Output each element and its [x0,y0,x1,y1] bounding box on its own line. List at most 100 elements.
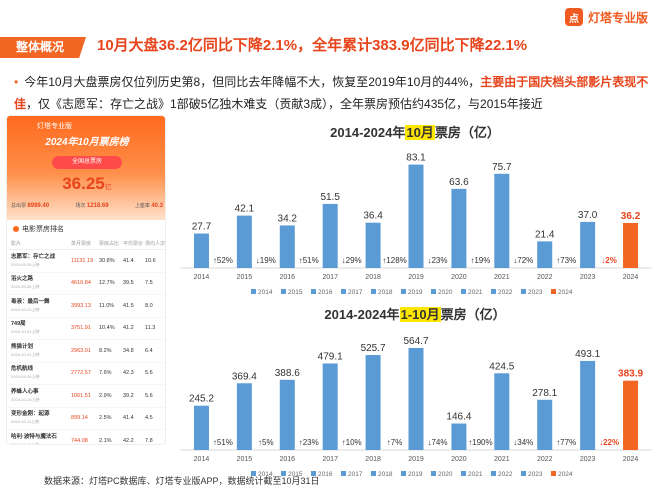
rank-price: 34.8 [123,347,134,354]
legend-swatch-2019 [401,289,406,294]
rank-share: 10.4% [99,325,115,332]
bullet-highlight: 主要由于国庆档头部影片表现不佳 [14,75,649,111]
brand-logo: 点 灯塔专业版 [564,8,648,26]
rank-price: 39.5 [123,280,134,287]
change-label: ↑10% [342,438,362,447]
chart1-title: 2014-2024年10月票房（亿） [330,125,500,140]
legend-item-2018: 2018 [378,289,393,296]
rank-box-office: 3993.13 [71,302,91,309]
bar-2024 [623,380,639,450]
rank-share: 8.2% [99,347,112,354]
data-label-2021: 424.5 [489,361,514,372]
change-label: ↑52% [213,256,233,265]
legend-item-2020: 2020 [438,289,453,296]
legend-swatch-2017 [341,289,346,294]
chart2-title: 2014-2024年1-10月票房（亿） [324,307,506,322]
rank-box-office: 3751.91 [71,325,91,332]
rank-price: 41.5 [123,302,134,309]
tick-label-2024: 2024 [623,274,639,281]
bullet-dot: • [14,75,19,89]
bar-2023 [580,221,596,268]
rank-row[interactable]: 志愿军：存亡之战 2024-09-30上映 11131.19 30.8% 41.4 10.… [7,250,165,273]
rank-row[interactable]: 浴火之路 2024-09-30上映 4610.84 12.7% 39.5 7.5 [7,273,165,295]
legend-item-2024: 2024 [558,289,573,296]
bullet-text-1: 今年10月大盘票房仅位列历史第8，但同比去年降幅不大，恢复至2019年10月的4… [24,75,481,89]
change-label: ↑73% [556,256,576,265]
data-label-2019: 564.7 [403,336,428,347]
tick-label-2019: 2019 [408,456,424,463]
data-label-2017: 51.5 [320,192,340,203]
rank-price: 41.4 [123,415,134,422]
tick-label-2017: 2017 [322,456,338,463]
change-label: ↑5% [258,438,274,447]
legend-item-2015: 2015 [288,289,303,296]
rank-price: 41.2 [123,325,134,332]
rank-people: 6.4 [145,347,153,354]
logo-badge: 点 [564,8,583,26]
data-label-2016: 34.2 [278,213,298,224]
data-label-2015: 42.1 [235,204,255,215]
data-label-2018: 36.4 [363,211,383,222]
tick-label-2017: 2017 [322,274,338,281]
legend-swatch-2023 [521,471,526,476]
data-label-2022: 21.4 [535,229,555,240]
summary-bullet: • 今年10月大盘票房仅位列历史第8，但同比去年降幅不大，恢复至2019年10月的… [14,71,654,115]
legend-swatch-2015 [281,289,286,294]
chart-oct-box-office: 27.7 2014 42.1 2015 34.2 2016 51.5 2017 36.4 2018… [180,153,652,296]
bar-2014 [193,233,209,268]
legend-item-2014: 2014 [258,471,273,478]
data-label-2020: 146.4 [446,412,471,423]
tick-label-2019: 2019 [408,274,424,281]
rank-row[interactable]: 危机航线 2024-09-30上映 2772.57 7.6% 42.3 5.6 [7,363,165,385]
rank-row[interactable]: 749局 2024-10-01上映 3751.91 10.4% 41.2 11.3 [7,318,165,340]
rank-box-office: 899.14 [71,415,88,422]
rank-box-office: 1061.51 [71,392,91,399]
tick-label-2023: 2023 [580,456,596,463]
change-label: ↓2% [601,256,617,265]
change-label: ↓74% [427,438,447,447]
tick-label-2020: 2020 [451,274,467,281]
rank-row[interactable]: 养蜂人心事 2024-10-26上映 1061.51 2.9% 39.2 5.6 [7,385,165,408]
logo-text: 灯塔专业版 [587,10,648,25]
rank-row[interactable]: 熊猫计划 2024-10-01上映 2963.01 8.2% 34.8 6.4 [7,340,165,363]
legend-item-2019: 2019 [408,471,423,478]
rank-film-name: 熊猫计划 2024-10-01上映 [11,343,40,357]
legend-item-2020: 2020 [438,471,453,478]
rank-box-office: 4610.84 [71,280,91,287]
headline: 10月大盘36.2亿同比下降2.1%，全年累计383.9亿同比下降22.1% [97,37,528,54]
legend-item-2022: 2022 [498,471,513,478]
data-label-2020: 63.6 [449,177,469,188]
legend-swatch-2018 [371,289,376,294]
legend-swatch-2018 [371,471,376,476]
rank-row[interactable]: 毒液：最后一舞 2024-10-23上映 3993.13 11.0% 41.5 8.0 [7,295,165,318]
rank-row[interactable]: 变形金刚：起源 2024-10-11上映 899.14 2.5% 41.4 4.5 [7,408,165,430]
tick-label-2016: 2016 [279,274,295,281]
legend-swatch-2022 [491,289,496,294]
rank-box-office: 2772.57 [71,370,91,377]
legend-item-2014: 2014 [258,289,273,296]
rank-heading: 电影票房排名 [7,220,165,238]
legend-item-2015: 2015 [288,471,303,478]
tick-label-2015: 2015 [237,456,253,463]
rank-list: 志愿军：存亡之战 2024-09-30上映 11131.19 30.8% 41.4 10.… [7,250,165,444]
change-label: ↑23% [299,438,319,447]
legend-item-2019: 2019 [408,289,423,296]
change-label: ↑128% [382,256,406,265]
legend-item-2023: 2023 [528,289,543,296]
rank-people: 5.6 [145,370,153,377]
rank-people: 8.0 [145,302,153,309]
bar-2024 [623,222,639,268]
bullet-text-2: ，仅《志愿军：存亡之战》1部破5亿独木难支（贡献3成），全年票房预估约435亿，… [26,97,543,111]
data-label-2022: 278.1 [532,388,557,399]
data-label-2016: 388.6 [275,368,300,379]
data-label-2014: 245.2 [189,394,214,405]
change-label: ↑7% [387,438,403,447]
legend-swatch-2020 [431,289,436,294]
rank-row[interactable]: 哈利·波特与魔法石 2024-10-11上映 744.08 2.1% 42.2 7.8 [7,430,165,444]
card-total: 36.25亿 [37,174,137,194]
legend-item-2016: 2016 [318,289,333,296]
tick-label-2015: 2015 [237,274,253,281]
rank-film-name: 毒液：最后一舞 2024-10-23上映 [11,298,50,312]
bar-2020 [451,188,467,268]
legend-swatch-2022 [491,471,496,476]
